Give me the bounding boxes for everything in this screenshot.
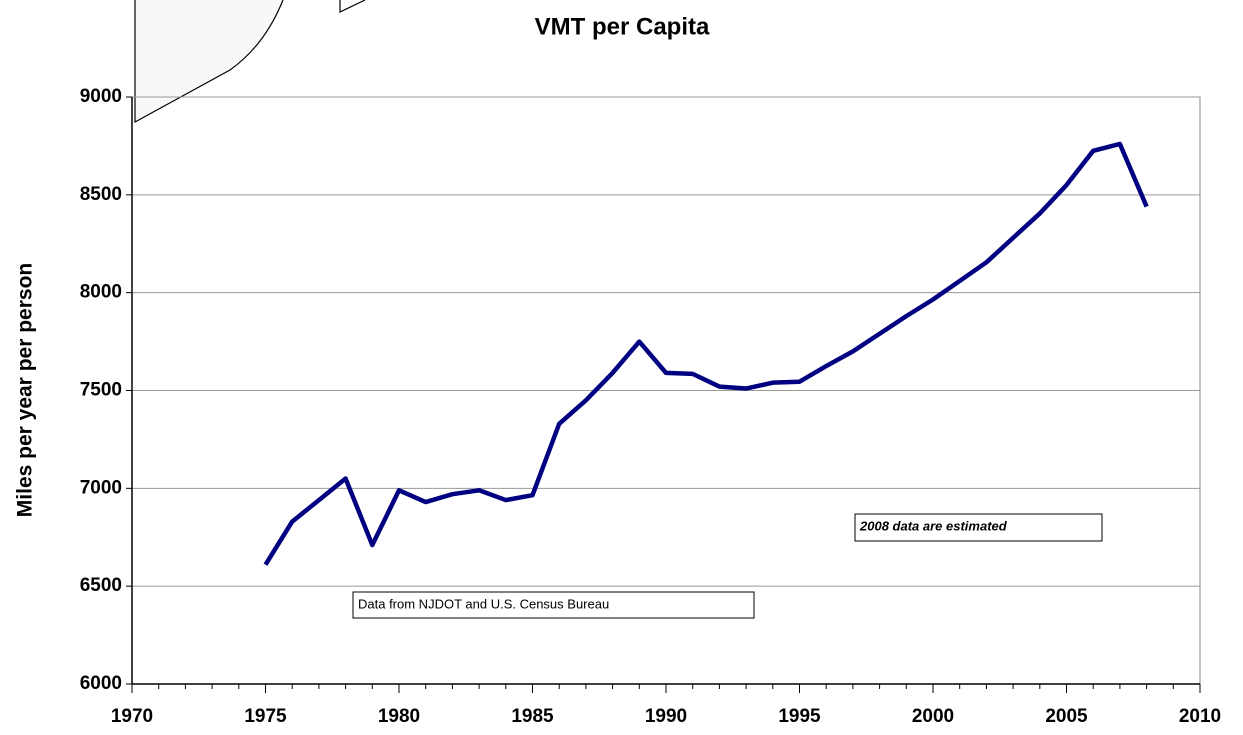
y-tick-label: 7500 <box>80 380 122 401</box>
x-tick-label: 1970 <box>111 706 153 727</box>
x-tick-label: 1975 <box>244 706 287 727</box>
annotation: Data from NJDOT and U.S. Census Bureau <box>358 596 609 611</box>
y-tick-label: 6500 <box>80 575 122 596</box>
y-tick-label: 9000 <box>80 86 122 107</box>
y-axis-label: Miles per year per person <box>14 263 37 517</box>
y-tick-label: 8000 <box>80 282 122 303</box>
annotation: 2008 data are estimated <box>859 518 1008 533</box>
annotation-box <box>854 513 1103 542</box>
chart-title: VMT per Capita <box>535 13 710 40</box>
x-tick-label: 2005 <box>1045 706 1088 727</box>
x-tick-label: 1980 <box>378 706 420 727</box>
callout-shape <box>134 0 284 124</box>
y-tick-label: 8500 <box>80 184 122 205</box>
annotation-box <box>352 591 755 619</box>
x-tick-label: 1995 <box>778 706 821 727</box>
x-tick-label: 1990 <box>645 706 687 727</box>
y-tick-label: 7000 <box>80 477 122 498</box>
y-tick-label: 6000 <box>80 673 122 694</box>
x-tick-label: 2000 <box>912 706 954 727</box>
x-tick-label: 1985 <box>511 706 554 727</box>
callout-pointer <box>339 0 366 13</box>
data-line <box>263 141 1149 566</box>
x-tick-label: 2010 <box>1179 706 1221 727</box>
